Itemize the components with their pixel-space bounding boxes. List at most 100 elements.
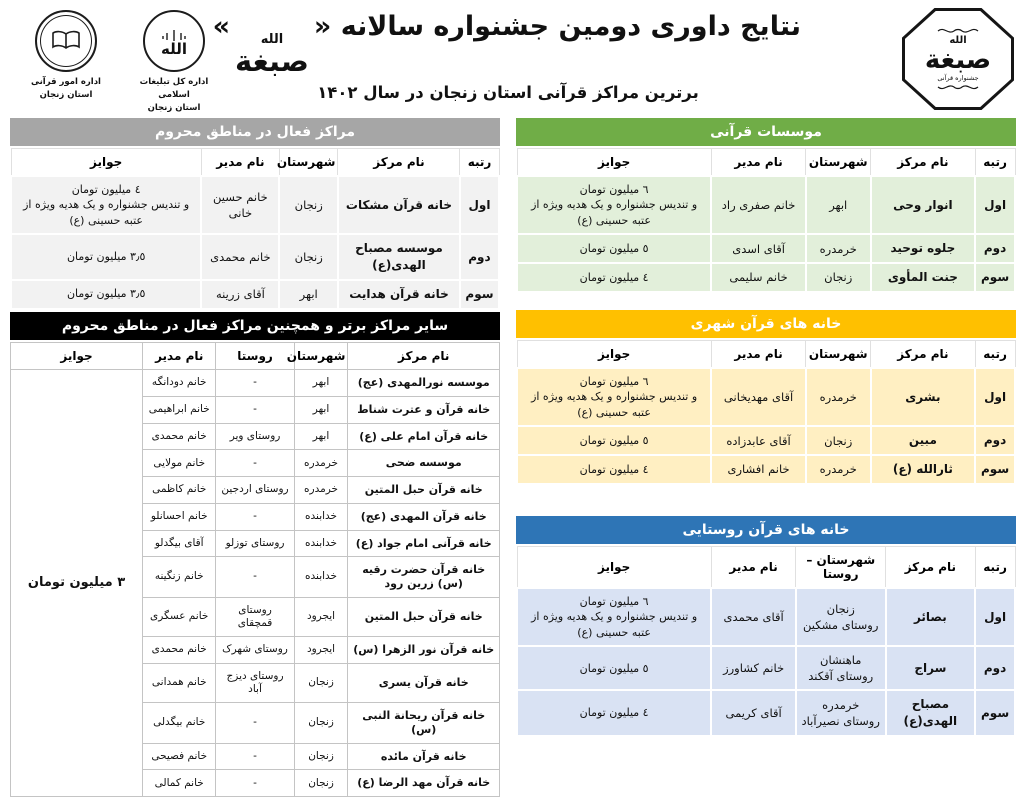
- cell-prize: ٤ میلیون تومان: [515, 261, 713, 293]
- cell-prize: ٥ میلیون تومان: [515, 425, 713, 456]
- table-row: موسسه ضحی خرمدره - خانم مولایی: [11, 449, 500, 477]
- cell-manager: آقای اسدی: [710, 233, 807, 264]
- cell-center: خانه قرآن مشکات: [336, 174, 461, 236]
- logo-quran-affairs: اداره امور قرآنی استان زنجان: [20, 10, 112, 114]
- cell-village: روستای ویر: [215, 422, 295, 451]
- column-header-center: نام مرکز: [347, 342, 500, 370]
- cell-village: -: [215, 369, 295, 397]
- cell-center: خانه قرآن هدایت: [336, 278, 461, 310]
- column-header-county: شهرستان: [277, 148, 339, 177]
- cell-county: خرمدره: [293, 449, 349, 477]
- cell-rank: دوم: [974, 645, 1016, 692]
- cell-manager: خانم زنگینه: [142, 556, 217, 598]
- cell-prize: ٥ میلیون تومان: [515, 645, 713, 692]
- allah-word: الله: [260, 32, 284, 47]
- column-header-rank: رتبه: [974, 148, 1016, 177]
- cell-village: -: [215, 742, 295, 771]
- cell-center: جلوه توحید: [869, 233, 977, 264]
- cell-center: بصائر: [884, 586, 977, 648]
- cell-center: سراج: [884, 645, 977, 692]
- table-title: خانه های قرآن روستایی: [516, 516, 1016, 544]
- table-rural-quran-houses: خانه های قرآن روستایی رتبه نام مرکز شهرستا…: [515, 516, 1016, 737]
- column-header-county: شهرستان: [805, 148, 872, 177]
- cell-prize: ٦ میلیون تومان و تندیس جشنواره و یک هدیه…: [515, 174, 713, 236]
- column-header-manager: نام مدیر: [710, 148, 807, 177]
- allah-calligraphy: الله: [161, 39, 187, 58]
- cell-manager: خانم محمدی: [142, 636, 217, 664]
- column-header-prize: جوایز: [10, 148, 202, 177]
- column-header-center: نام مرکز: [870, 340, 976, 369]
- column-header-county: شهرستان – روستا: [795, 546, 887, 589]
- cell-rank: سوم: [974, 261, 1016, 293]
- table-title: مراکز فعال در مناطق محروم: [10, 118, 500, 146]
- cell-county: زنجان: [804, 261, 872, 293]
- column-header-center: نام مرکز: [337, 148, 461, 177]
- islamic-propagation-seal-icon: الله: [143, 10, 205, 72]
- cell-prize: ٤ میلیون تومان: [515, 453, 713, 485]
- cell-manager: خانم دودانگه: [142, 369, 217, 397]
- cell-manager: خانم محمدی: [142, 422, 217, 451]
- column-header-manager: نام مدیر: [142, 342, 217, 370]
- table-row: سوم مصباح الهدی(ع) خرمدره روستای نصیرآباد آ…: [515, 689, 1016, 737]
- cell-prize: ٥ میلیون تومان: [515, 233, 713, 264]
- column-header-manager: نام مدیر: [200, 148, 280, 177]
- column-header-rank: رتبه: [459, 148, 500, 177]
- cell-village: -: [215, 702, 295, 744]
- cell-center: خانه قرآن حبل المتین: [347, 596, 500, 638]
- column-header-center: نام مرکز: [885, 546, 976, 589]
- cell-center: انوار وحی: [869, 174, 977, 236]
- column-header-prize: جوایز: [516, 340, 712, 369]
- cell-rank: اول: [974, 366, 1016, 428]
- table-row: خانه قرآن المهدی (عج) خدابنده - خانم احسانل…: [11, 502, 500, 531]
- cell-village: -: [215, 449, 295, 477]
- table-row: خانه قرآن امام علی (ع) ابهر روستای ویر خانم…: [11, 422, 500, 451]
- merged-prize-cell: ٣ میلیون تومان: [9, 369, 144, 797]
- cell-village: روستای اردجین: [215, 476, 295, 504]
- cell-manager: خانم حسین خانی: [200, 174, 281, 236]
- cell-manager: آقای عابدزاده: [710, 425, 807, 456]
- table-row: سوم جنت المأوی زنجان خانم سلیمی ٤ میلیون توم…: [515, 261, 1016, 293]
- cell-manager: خانم کمالی: [142, 769, 217, 797]
- table-row: اول بشری خرمدره آقای مهدیخانی ٦ میلیون تومان…: [515, 366, 1016, 428]
- cell-manager: خانم احسانلو: [142, 502, 217, 531]
- cell-prize: ٦ میلیون تومان و تندیس جشنواره و یک هدیه…: [515, 366, 713, 428]
- allah-word: الله: [949, 35, 967, 46]
- table-row: خانه قرآن ریحانة النبی (س) زنجان - خانم بیگ…: [11, 702, 500, 744]
- cell-manager: آقای بیگدلو: [142, 529, 217, 558]
- table-row: خانه قرآن و عترت شناط ابهر - خانم ابراهیمی: [11, 395, 500, 424]
- cell-rank: سوم: [458, 278, 501, 310]
- festival-seal: الله صبغة جشنواره قرآنی: [902, 8, 1014, 110]
- table-row: اول انوار وحی ابهر خانم صفری راد ٦ میلیون تو…: [515, 174, 1016, 236]
- cell-manager: خانم همدانی: [142, 662, 217, 704]
- cell-county: خدابنده: [293, 529, 349, 558]
- cell-rank: دوم: [458, 233, 501, 281]
- cell-rank: دوم: [974, 425, 1016, 456]
- title-prefix: نتایج داوری دومین جشنواره سالانه «: [313, 11, 801, 42]
- sibghah-word: صبغة: [235, 44, 309, 78]
- rural-quran-houses-table: رتبه نام مرکز شهرستان – روستا نام مدیر جوایز…: [515, 546, 1016, 737]
- table-deprived-area-centers: مراکز فعال در مناطق محروم رتبه نام مرکز شه…: [9, 118, 501, 310]
- cell-center: بشری: [869, 366, 977, 428]
- table-title: موسسات قرآنی: [516, 118, 1016, 146]
- table-row: دوم سراج ماهنشان روستای آقکند خانم کشاورز ٥ …: [515, 645, 1016, 692]
- logo-caption: اداره کل تبلیغات اسلامی استان زنجان: [139, 77, 209, 113]
- cell-prize: ٣٫٥ میلیون تومان: [9, 233, 203, 281]
- cell-county: ابهر: [293, 422, 349, 451]
- table-row: سوم خانه قرآن هدایت ابهر آقای زرینه ٣٫٥ میلی…: [9, 278, 501, 310]
- cell-county: ابهر: [804, 174, 872, 236]
- cell-county: ایجرود: [293, 636, 349, 664]
- cell-manager: آقای محمدی: [710, 586, 797, 648]
- cell-rank: سوم: [974, 453, 1016, 485]
- table-row: خانه قرآن حبل المتین ایجرود روستای قمچقای خ…: [11, 596, 500, 638]
- sibghah-word: صبغة: [924, 45, 992, 75]
- page-title: نتایج داوری دومین جشنواره سالانه « الله صب…: [213, 11, 801, 78]
- cell-center: خانه قرآن مهد الرضا (ع): [347, 769, 500, 797]
- column-header-prize: جوایز: [516, 546, 712, 589]
- logo-caption: اداره امور قرآنی استان زنجان: [31, 77, 101, 100]
- table-row: سوم ثارالله (ع) خرمدره خانم افشاری ٤ میلیون …: [515, 453, 1016, 485]
- cell-county: ماهنشان روستای آقکند: [794, 645, 887, 692]
- cell-manager: خانم بیگدلی: [142, 702, 217, 744]
- cell-county: خرمدره: [293, 476, 349, 504]
- cell-manager: آقای مهدیخانی: [710, 366, 807, 428]
